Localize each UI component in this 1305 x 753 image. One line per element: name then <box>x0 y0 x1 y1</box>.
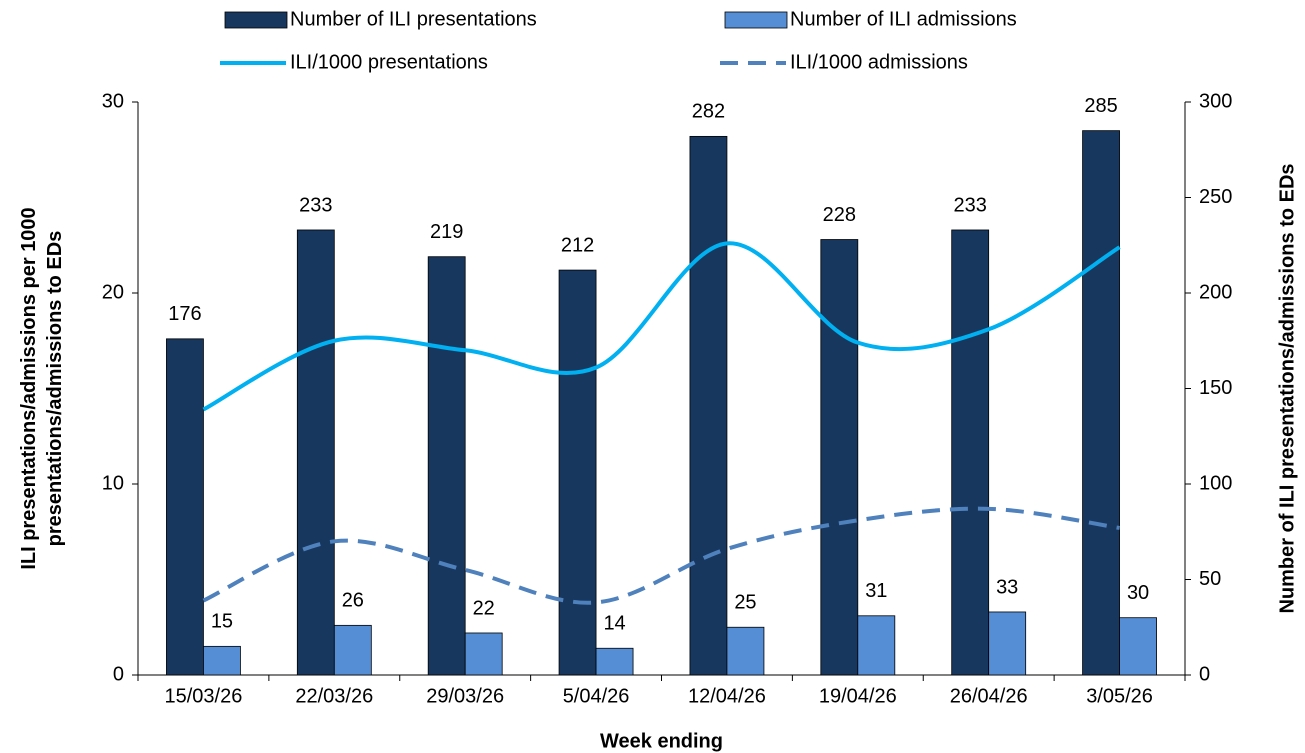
bar-value-label: 25 <box>734 592 756 614</box>
y-axis-label-line: ILI presentations/admissions per 1000 <box>18 207 40 569</box>
legend-label: Number of ILI presentations <box>290 8 537 30</box>
bar <box>1119 617 1157 676</box>
y-axis-label-line: presentations/admissions to EDs <box>44 231 66 547</box>
bar-value-label: 219 <box>430 221 463 243</box>
y2-tick-label: 150 <box>1199 377 1232 399</box>
legend-swatch <box>224 11 288 29</box>
x-tick-label: 26/04/26 <box>950 685 1028 707</box>
bar-value-label: 31 <box>865 580 887 602</box>
bar-value-label: 14 <box>603 613 625 635</box>
y-axis-label: ILI presentations/admissions per 1000 pre… <box>18 207 66 569</box>
x-axis-label: Week ending <box>600 730 723 752</box>
bar-value-label: 176 <box>168 303 201 325</box>
bar-value-label: 33 <box>996 576 1018 598</box>
legend-swatch <box>724 11 788 29</box>
x-tick-label: 22/03/26 <box>295 685 373 707</box>
y-tick-label: 10 <box>102 472 124 494</box>
x-tick-label: 19/04/26 <box>819 685 897 707</box>
bar <box>296 229 335 676</box>
bar-value-label: 212 <box>561 234 594 256</box>
bar-value-label: 233 <box>299 194 332 216</box>
y2-axis-label: Number of ILI presentations/admissions t… <box>1276 163 1298 613</box>
x-tick-label: 29/03/26 <box>426 685 504 707</box>
bar-value-label: 30 <box>1127 582 1149 604</box>
bar <box>464 632 503 676</box>
bar <box>857 615 896 676</box>
bar-value-label: 26 <box>342 590 364 612</box>
y2-tick-label: 250 <box>1199 186 1232 208</box>
bar <box>820 239 859 676</box>
y2-tick-label: 0 <box>1199 663 1210 685</box>
x-tick-label: 12/04/26 <box>688 685 766 707</box>
bar <box>203 645 241 676</box>
line <box>202 506 1120 605</box>
line <box>202 241 1121 412</box>
bar-value-label: 22 <box>473 597 495 619</box>
bar-value-label: 282 <box>692 101 725 123</box>
legend-label: ILI/1000 admissions <box>790 51 968 73</box>
x-tick-label: 3/05/26 <box>1086 685 1153 707</box>
legend-label: Number of ILI admissions <box>790 8 1017 30</box>
x-tick-label: 15/03/26 <box>165 685 243 707</box>
y2-tick-label: 100 <box>1199 472 1232 494</box>
bar-value-label: 233 <box>954 194 987 216</box>
bar <box>988 611 1027 676</box>
y-tick-label: 0 <box>113 663 124 685</box>
bar <box>1082 130 1120 676</box>
bar <box>427 256 466 676</box>
legend-label: ILI/1000 presentations <box>290 51 488 73</box>
bar-value-label: 15 <box>211 611 233 633</box>
y2-tick-label: 200 <box>1199 281 1232 303</box>
bar-value-label: 228 <box>823 204 856 226</box>
y2-tick-label: 50 <box>1199 568 1221 590</box>
bar <box>333 624 372 676</box>
y2-tick-label: 300 <box>1199 90 1232 112</box>
x-tick-label: 5/04/26 <box>563 685 630 707</box>
bar <box>689 135 728 676</box>
y-tick-label: 20 <box>102 281 124 303</box>
y-tick-label: 30 <box>102 90 124 112</box>
bar <box>166 338 204 676</box>
bar <box>951 229 990 676</box>
bar <box>558 269 597 676</box>
bar <box>726 626 765 676</box>
bar <box>595 647 634 676</box>
bar-value-label: 285 <box>1084 95 1117 117</box>
